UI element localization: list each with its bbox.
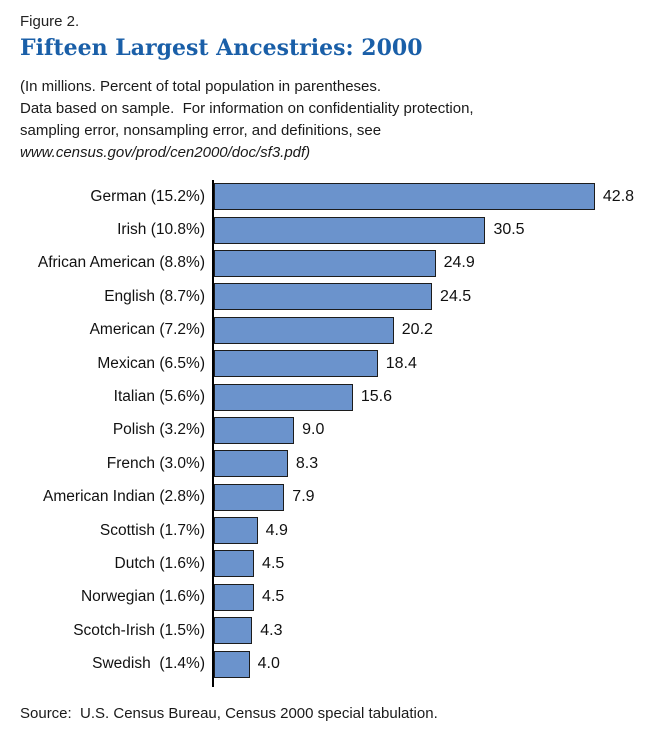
bar-track: 4.9	[212, 513, 635, 548]
note-line: Data based on sample. For information on…	[20, 100, 474, 117]
bar-track: 30.5	[212, 213, 635, 247]
bar	[214, 350, 378, 378]
category-label: American (7.2%)	[89, 321, 205, 339]
bar	[214, 650, 250, 678]
category-label: Norwegian (1.6%)	[80, 588, 205, 606]
value-label: 24.9	[443, 254, 475, 272]
value-label: 4.3	[260, 621, 283, 639]
value-label: 20.2	[401, 321, 433, 339]
bar-track: 4.3	[212, 614, 635, 648]
value-label: 4.5	[262, 588, 285, 606]
bar-track: 42.8	[212, 180, 635, 214]
chart-body: German (15.2%) 42.8 Irish (10.8%) 30.5 A…	[20, 180, 635, 681]
figure-note: (In millions. Percent of total populatio…	[20, 76, 635, 164]
bar	[214, 583, 255, 611]
category-label: German (15.2%)	[90, 187, 205, 205]
category-label: Dutch (1.6%)	[114, 554, 205, 572]
category-label: English (8.7%)	[104, 287, 205, 305]
chart-row: Dutch (1.6%) 4.5	[20, 547, 635, 581]
chart-row: English (8.7%) 24.5	[20, 280, 635, 314]
source-text: Source: U.S. Census Bureau, Census 2000 …	[20, 704, 438, 722]
bar	[214, 249, 436, 277]
category-label: Italian (5.6%)	[113, 388, 205, 406]
value-label: 9.0	[302, 421, 325, 439]
bar	[214, 483, 285, 511]
bar-track: 15.6	[212, 380, 635, 414]
chart-row: German (15.2%) 42.8	[20, 180, 635, 214]
bar-track: 4.0	[212, 647, 635, 681]
bar-track: 18.4	[212, 346, 635, 381]
bar	[214, 550, 255, 578]
bar-track: 4.5	[212, 547, 635, 581]
chart-row: Scottish (1.7%) 4.9	[20, 513, 635, 548]
chart-row: Polish (3.2%) 9.0	[20, 413, 635, 448]
chart-row: Italian (5.6%) 15.6	[20, 380, 635, 414]
value-label: 4.5	[262, 554, 285, 572]
value-label: 4.9	[265, 521, 288, 539]
chart-row: Scotch-Irish (1.5%) 4.3	[20, 614, 635, 648]
chart-row: American Indian (2.8%) 7.9	[20, 480, 635, 514]
category-label: Irish (10.8%)	[117, 221, 205, 239]
bar	[214, 383, 353, 411]
bar	[214, 450, 288, 478]
chart-row: French (3.0%) 8.3	[20, 447, 635, 481]
axis-tail	[212, 680, 224, 687]
value-label: 42.8	[602, 187, 635, 205]
category-label: Mexican (6.5%)	[97, 354, 205, 372]
bar-track: 24.9	[212, 246, 635, 281]
bar	[214, 416, 295, 444]
category-label: American Indian (2.8%)	[43, 488, 205, 506]
bar	[214, 617, 253, 645]
value-label: 24.5	[440, 287, 472, 305]
bar	[214, 316, 394, 344]
bar	[214, 283, 433, 311]
note-line: (In millions. Percent of total populatio…	[20, 78, 382, 95]
chart-row: Norwegian (1.6%) 4.5	[20, 580, 635, 615]
chart-row: Swedish (1.4%) 4.0	[20, 647, 635, 681]
bar-track: 7.9	[212, 480, 635, 514]
category-label: French (3.0%)	[106, 454, 205, 472]
note-url: www.census.gov/prod/cen2000/doc/sf3.pdf)	[20, 144, 311, 161]
chart-row: American (7.2%) 20.2	[20, 313, 635, 347]
figure-label: Figure 2.	[20, 13, 80, 30]
chart-row: Mexican (6.5%) 18.4	[20, 346, 635, 381]
chart-row: Irish (10.8%) 30.5	[20, 213, 635, 247]
category-label: Swedish (1.4%)	[92, 655, 205, 673]
bar	[214, 216, 486, 244]
category-label: African American (8.8%)	[37, 254, 205, 272]
bar-track: 24.5	[212, 280, 635, 314]
note-line: sampling error, nonsampling error, and d…	[20, 122, 382, 139]
value-label: 4.0	[257, 655, 280, 673]
value-label: 15.6	[360, 388, 392, 406]
category-label: Scotch-Irish (1.5%)	[73, 621, 205, 639]
value-label: 30.5	[493, 221, 525, 239]
category-label: Polish (3.2%)	[112, 421, 205, 439]
bar-track: 9.0	[212, 413, 635, 448]
bar-chart: German (15.2%) 42.8 Irish (10.8%) 30.5 A…	[20, 180, 635, 687]
value-label: 8.3	[295, 454, 319, 472]
chart-title: Fifteen Largest Ancestries: 2000	[20, 35, 423, 61]
bar-track: 20.2	[212, 313, 635, 347]
value-label: 18.4	[385, 354, 417, 372]
value-label: 7.9	[292, 488, 315, 506]
chart-row: African American (8.8%) 24.9	[20, 246, 635, 281]
bar-track: 8.3	[212, 447, 635, 481]
bar	[214, 517, 258, 545]
bar	[214, 183, 595, 211]
category-label: Scottish (1.7%)	[99, 521, 205, 539]
bar-track: 4.5	[212, 580, 635, 615]
